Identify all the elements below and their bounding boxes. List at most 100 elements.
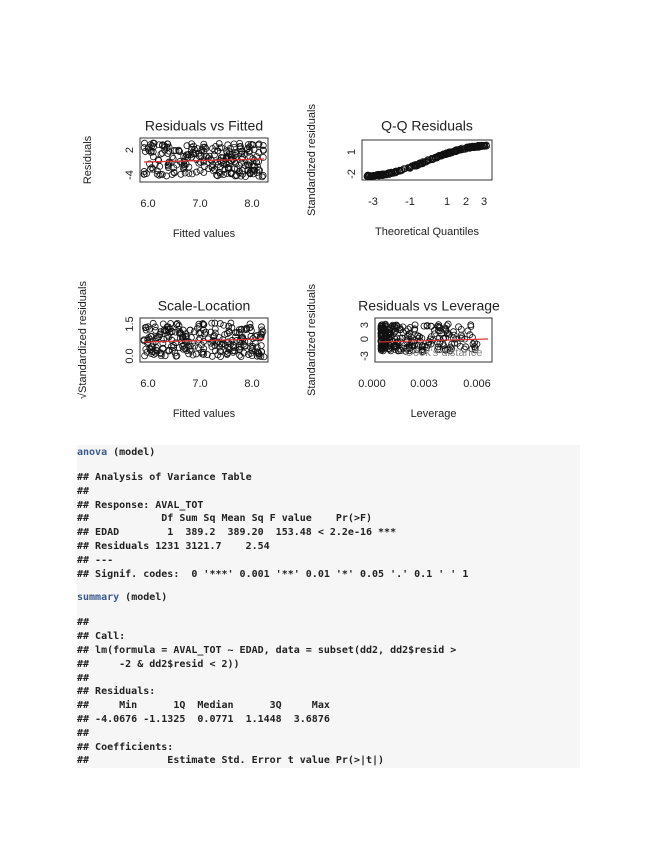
point: [143, 170, 150, 178]
point: [200, 338, 208, 345]
point: [440, 150, 448, 158]
point: [238, 150, 246, 158]
point: [149, 319, 157, 327]
point: [411, 342, 418, 350]
point: [242, 173, 249, 181]
point: [239, 154, 247, 161]
point: [148, 332, 155, 340]
y-tick-label: 1.5: [124, 316, 136, 331]
point: [423, 322, 431, 329]
point: [230, 344, 238, 351]
code-block: anova (model) ## Analysis of Variance Tab…: [77, 445, 580, 768]
point: [244, 351, 252, 358]
point: [221, 165, 229, 173]
point: [177, 330, 184, 338]
point: [211, 325, 219, 333]
point: [142, 345, 150, 353]
plot-box: [139, 317, 269, 363]
point: [142, 326, 150, 334]
point: [442, 327, 450, 335]
output-line: ##: [77, 485, 90, 497]
point: [224, 152, 232, 160]
point: [189, 351, 197, 359]
plot-title: Residuals vs Fitted: [145, 118, 263, 134]
point: [161, 352, 169, 360]
y-tick-label: 0: [359, 336, 371, 342]
point: [471, 344, 479, 352]
output-line: ## Signif. codes: 0 '***' 0.001 '**' 0.0…: [77, 568, 469, 580]
x-tick-label: 6.0: [140, 198, 155, 210]
point: [197, 152, 205, 160]
point: [211, 329, 219, 337]
plot: Residuals vs Leverage Cook's distance 0.00…: [306, 284, 500, 420]
point: [238, 167, 246, 175]
output-line: ## ---: [77, 554, 114, 566]
point: [211, 151, 218, 159]
x-tick-label: -3: [368, 196, 378, 208]
point: [403, 336, 411, 344]
output-line: ##: [77, 617, 90, 629]
code-text: (model): [119, 592, 168, 604]
point: [391, 322, 399, 330]
point: [204, 154, 212, 162]
point: [469, 334, 476, 341]
point: [379, 342, 387, 350]
x-axis-label: Leverage: [411, 408, 457, 420]
point: [378, 343, 386, 351]
point: [223, 330, 231, 338]
point: [165, 143, 173, 151]
plot-box: [361, 139, 493, 181]
point: [413, 346, 421, 353]
point: [434, 345, 442, 353]
point: [209, 161, 217, 169]
point: [199, 143, 207, 151]
point: [258, 323, 265, 331]
point: [181, 333, 189, 341]
point: [402, 327, 410, 335]
plot-title: Residuals vs Leverage: [358, 298, 500, 314]
point: [257, 348, 265, 356]
point: [434, 152, 442, 160]
point: [146, 165, 154, 173]
point: [244, 145, 252, 152]
output-line: ## EDAD 1 389.2 389.20 153.48 < 2.2e-16 …: [77, 527, 397, 539]
point: [226, 150, 233, 158]
plot-box: [374, 317, 493, 363]
output-line: ## Coefficients:: [77, 741, 174, 753]
point: [410, 162, 418, 170]
point: [215, 168, 223, 176]
point: [156, 162, 164, 170]
output-line: ## Call:: [77, 631, 126, 643]
point: [177, 170, 185, 178]
point: [258, 326, 266, 334]
point: [259, 153, 267, 161]
y-tick-label: 3: [359, 322, 371, 328]
point: [435, 153, 442, 161]
point: [198, 341, 205, 349]
point: [159, 141, 166, 149]
point: [224, 165, 232, 173]
point: [148, 164, 156, 172]
point: [228, 324, 236, 332]
point: [243, 146, 251, 153]
point: [391, 169, 399, 177]
point: [251, 339, 259, 347]
point: [240, 340, 247, 348]
point: [186, 342, 194, 350]
point: [157, 150, 165, 158]
plot: Scale-Location 6.0 7.0 8.0 1.5 0.0 Fitted valu…: [77, 281, 269, 420]
point: [243, 324, 250, 332]
point: [237, 334, 245, 342]
point: [150, 139, 158, 147]
point: [450, 328, 457, 336]
point: [395, 167, 403, 175]
point: [152, 327, 159, 334]
point: [217, 348, 225, 356]
point: [245, 161, 253, 169]
point: [193, 324, 201, 332]
output-line: ## Df Sum Sq Mean Sq F value Pr(>F): [77, 513, 373, 525]
point: [253, 169, 261, 176]
point: [378, 324, 386, 332]
point: [176, 148, 184, 156]
point: [418, 342, 426, 349]
